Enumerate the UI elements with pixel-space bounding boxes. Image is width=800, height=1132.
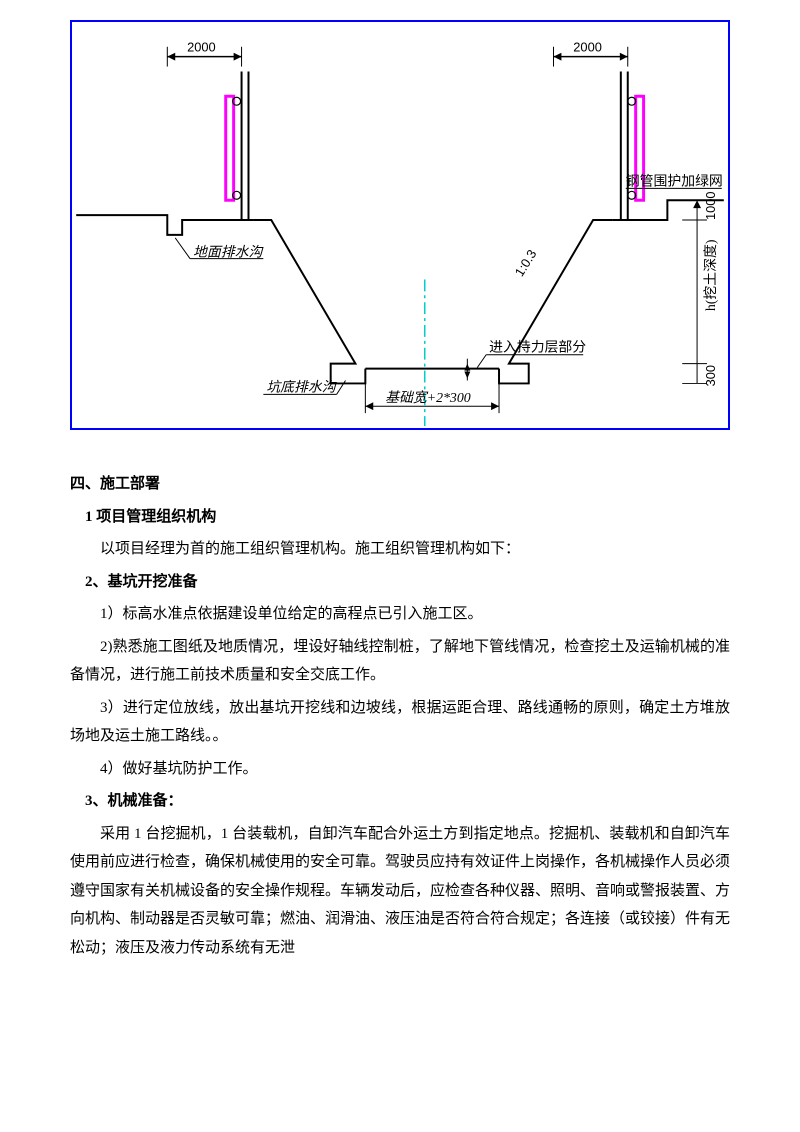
right-vertical-dims: h(挖土深度) 300 1000 [682, 191, 719, 386]
dim-right-2000: 2000 [553, 40, 627, 67]
bottom-width-dim: 基础宽+2*300 [365, 374, 499, 414]
svg-text:2000: 2000 [187, 40, 216, 55]
ground-left [76, 215, 253, 235]
svg-text:300: 300 [703, 365, 718, 386]
dim-left-2000: 2000 [167, 40, 241, 67]
slope-ratio-label: 1:0.3 [512, 247, 540, 279]
sub-2-p3: 3）进行定位放线，放出基坑开挖线和边坡线，根据运距合理、路线通畅的原则，确定土方… [70, 694, 730, 751]
sub-3-p1: 采用 1 台挖掘机，1 台装载机，自卸汽车配合外运土方到指定地点。挖掘机、装载机… [70, 820, 730, 963]
slope-left [253, 220, 365, 383]
left-fence [226, 72, 249, 221]
sub-3-title: 3、机械准备： [70, 787, 730, 816]
svg-text:2000: 2000 [573, 40, 602, 55]
drain-ground-label: 地面排水沟 [193, 245, 264, 260]
sub-1-title: 1 项目管理组织机构 [70, 503, 730, 532]
svg-text:h(挖土深度): h(挖土深度) [703, 240, 719, 312]
sub-2-p2: 2)熟悉施工图纸及地质情况，埋设好轴线控制桩，了解地下管线情况，检查挖土及运输机… [70, 633, 730, 690]
excavation-cross-section-diagram: 2000 2000 钢管围护加绿网 地面排水沟 [70, 20, 730, 430]
diagram-svg: 2000 2000 钢管围护加绿网 地面排水沟 [72, 22, 728, 428]
sub-1-p1: 以项目经理为首的施工组织管理机构。施工组织管理机构如下： [70, 535, 730, 564]
bearing-layer-label: 进入持力层部分 [489, 340, 586, 355]
section-4-title: 四、施工部署 [70, 470, 730, 499]
sub-2-p1: 1）标高水准点依据建设单位给定的高程点已引入施工区。 [70, 600, 730, 629]
drain-bottom-label: 坑底排水沟 [266, 379, 337, 394]
slope-right [499, 220, 613, 383]
svg-text:基础宽+2*300: 基础宽+2*300 [385, 390, 471, 405]
right-fence [621, 72, 644, 221]
fence-label: 钢管围护加绿网 [626, 173, 723, 188]
sub-2-p4: 4）做好基坑防护工作。 [70, 755, 730, 784]
sub-2-title: 2、基坑开挖准备 [70, 568, 730, 597]
svg-text:1000: 1000 [703, 191, 718, 220]
